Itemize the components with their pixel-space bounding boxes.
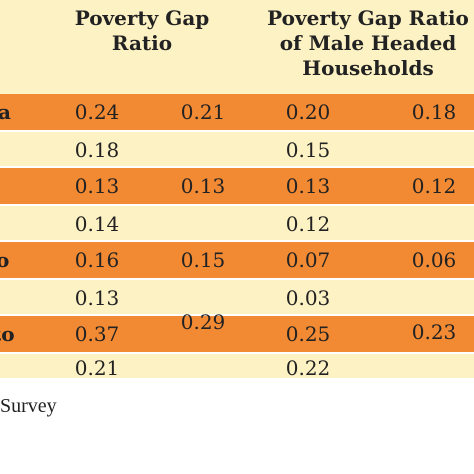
cell-poverty-gap: 0.14 [74, 212, 120, 236]
table-row: 0.13 0.13 0.13 0.12 [0, 168, 474, 204]
cell-poverty-gap: 0.37 [74, 322, 120, 346]
cell-male-gap-avg: 0.06 [411, 248, 457, 272]
row-label: o [0, 248, 10, 272]
cell-male-gap: 0.12 [285, 212, 331, 236]
table-row: 0.13 0.03 [0, 280, 474, 316]
cell-poverty-gap: 0.16 [74, 248, 120, 272]
cell-poverty-gap-avg: 0.13 [180, 174, 226, 198]
cell-poverty-gap-avg: 0.21 [180, 100, 226, 124]
row-divider [0, 240, 474, 242]
table-row: 0.14 0.12 [0, 206, 474, 242]
row-divider [0, 204, 474, 206]
cell-poverty-gap-avg: 0.15 [180, 248, 226, 272]
table-row: to 0.37 0.25 [0, 316, 474, 352]
cell-male-gap-avg: 0.18 [411, 100, 457, 124]
cell-male-gap: 0.22 [285, 356, 331, 380]
row-divider [0, 130, 474, 132]
cell-male-gap: 0.15 [285, 138, 331, 162]
row-divider [0, 352, 474, 354]
row-divider [0, 278, 474, 280]
cell-male-gap: 0.13 [285, 174, 331, 198]
cell-male-gap: 0.25 [285, 322, 331, 346]
cell-poverty-gap: 0.24 [74, 100, 120, 124]
cell-male-gap-avg: 0.23 [411, 320, 457, 344]
cell-male-gap-avg: 0.12 [411, 174, 457, 198]
table-row: 0.21 0.22 [0, 354, 474, 380]
row-label: to [0, 322, 15, 346]
cell-male-gap: 0.07 [285, 248, 331, 272]
data-table: Poverty Gap Ratio Poverty Gap Ratio of M… [0, 0, 474, 380]
header-poverty-gap-ratio: Poverty Gap Ratio [74, 6, 210, 55]
table-row: o 0.16 0.15 0.07 0.06 [0, 242, 474, 278]
cell-male-gap: 0.20 [285, 100, 331, 124]
table-header: Poverty Gap Ratio Poverty Gap Ratio of M… [0, 0, 474, 94]
source-note: Survey [0, 395, 57, 417]
cell-poverty-gap: 0.13 [74, 174, 120, 198]
row-divider [0, 166, 474, 168]
row-divider [0, 314, 474, 316]
cell-poverty-gap: 0.18 [74, 138, 120, 162]
cell-male-gap: 0.03 [285, 286, 331, 310]
cell-poverty-gap-avg: 0.29 [180, 310, 226, 334]
header-poverty-gap-ratio-male: Poverty Gap Ratio of Male Headed Househo… [267, 6, 469, 80]
cell-poverty-gap: 0.21 [74, 356, 120, 380]
row-label: a [0, 100, 11, 124]
table-row: 0.18 0.15 [0, 132, 474, 168]
table-row: a 0.24 0.21 0.20 0.18 [0, 94, 474, 130]
cell-poverty-gap: 0.13 [74, 286, 120, 310]
